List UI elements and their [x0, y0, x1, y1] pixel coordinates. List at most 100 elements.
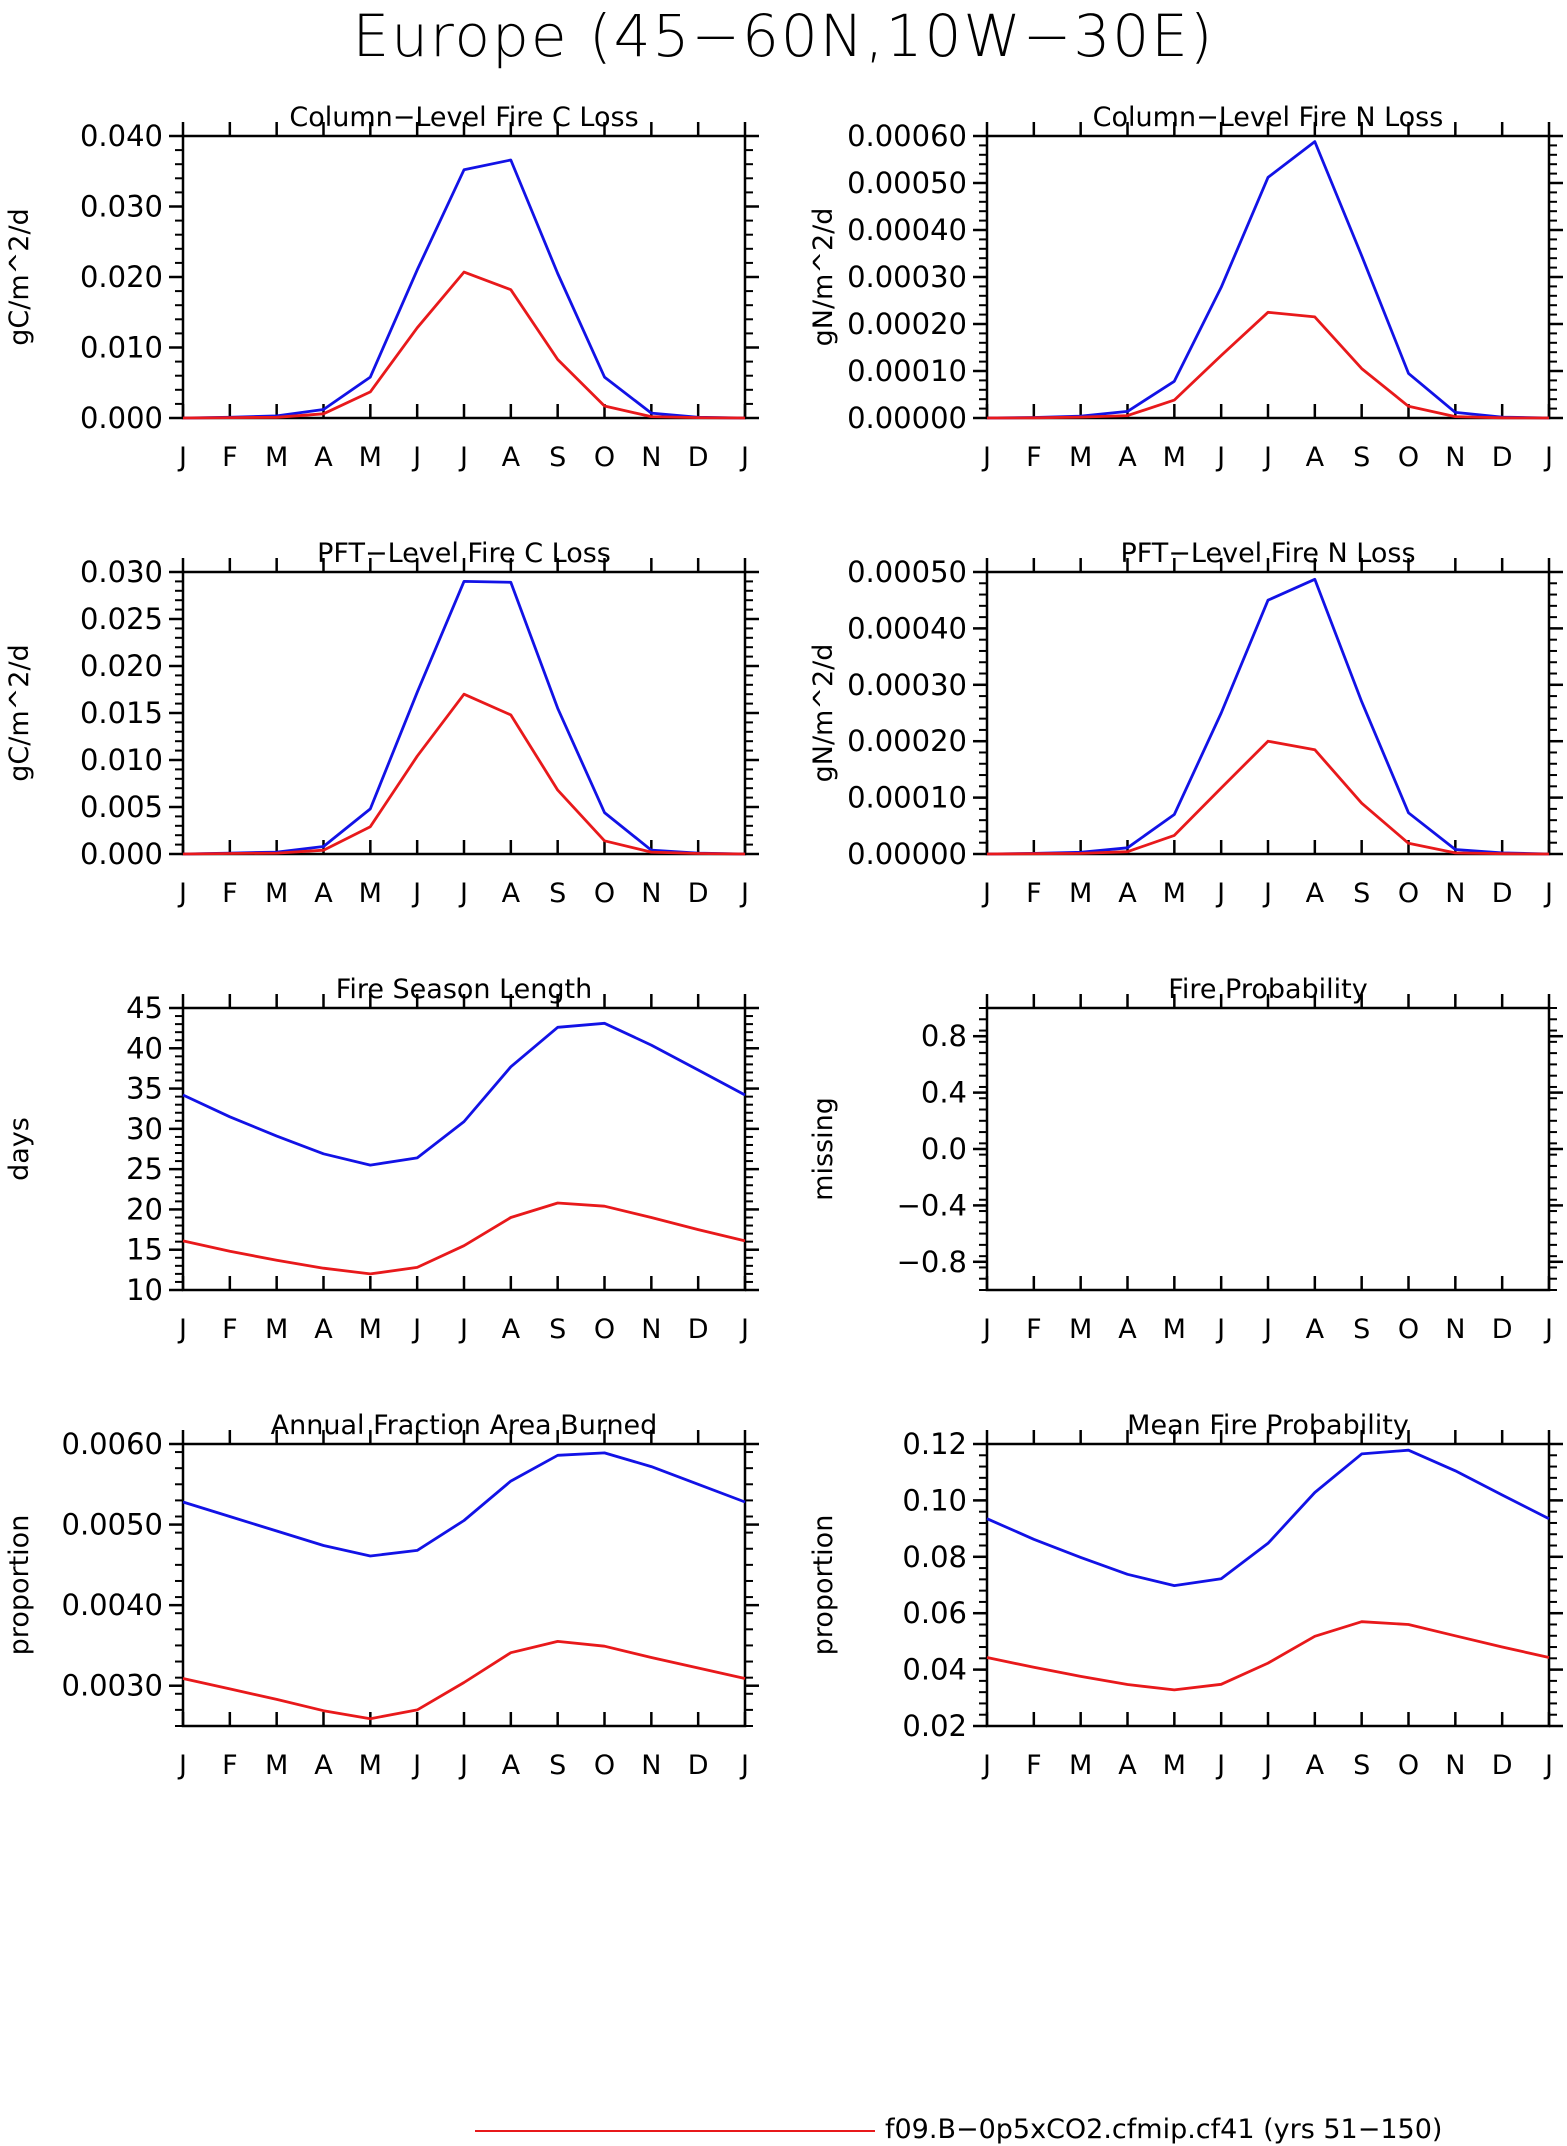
x-tick-label: J [739, 1314, 749, 1345]
x-tick-label: O [1398, 878, 1419, 909]
x-tick-label: A [1306, 442, 1325, 473]
x-tick-label: J [1262, 1750, 1272, 1781]
x-tick-label: N [641, 1314, 661, 1345]
x-tick-label: J [411, 1750, 421, 1781]
x-tick-label: D [1492, 442, 1513, 473]
x-tick-label: N [1445, 878, 1465, 909]
series-line [986, 140, 1550, 420]
y-tick-label: 0.00030 [847, 260, 967, 294]
y-tick-label: 0.020 [80, 260, 163, 294]
plot-frame [985, 570, 1551, 856]
x-tick-label: D [1492, 1314, 1513, 1345]
x-tick-label: F [1026, 878, 1042, 909]
series-line [182, 1640, 746, 1721]
y-tick-label: 0.0060 [62, 1427, 163, 1461]
x-tick-label: A [1306, 878, 1325, 909]
x-tick-label: J [1262, 1314, 1272, 1345]
y-tick-label: 0.02 [902, 1709, 967, 1743]
x-tick-label: M [265, 878, 288, 909]
x-tick-label: A [314, 442, 333, 473]
legend-line-swatch [475, 2130, 875, 2132]
x-tick-label: J [458, 878, 468, 909]
y-tick-label: 0.030 [80, 190, 163, 224]
plot-frame [181, 570, 747, 856]
x-tick-label: O [594, 442, 615, 473]
y-tick-label: 0.00010 [847, 354, 967, 388]
x-tick-label: M [1163, 1314, 1186, 1345]
x-tick-label: D [1492, 878, 1513, 909]
x-tick-label: F [222, 878, 238, 909]
x-tick-label: N [1445, 1750, 1465, 1781]
series-line [182, 270, 746, 420]
y-tick-label: 0.06 [902, 1596, 967, 1630]
y-tick-label: 30 [126, 1112, 163, 1146]
y-axis-label: gN/m^2/d [808, 208, 839, 347]
x-tick-label: D [688, 1314, 709, 1345]
x-tick-label: A [1118, 878, 1137, 909]
x-tick-label: A [1118, 1750, 1137, 1781]
x-tick-label: J [411, 878, 421, 909]
y-tick-label: 35 [126, 1072, 163, 1106]
y-tick-label: 0.00000 [847, 401, 967, 435]
x-tick-label: J [458, 1314, 468, 1345]
y-tick-label: 0.010 [80, 743, 163, 777]
y-tick-label: 0.030 [80, 555, 163, 589]
y-tick-label: 0.015 [80, 696, 163, 730]
x-tick-label: F [1026, 1314, 1042, 1345]
y-tick-label: 0.00050 [847, 555, 967, 589]
y-tick-label: 0.08 [902, 1540, 967, 1574]
x-tick-label: J [411, 1314, 421, 1345]
x-tick-label: J [1215, 442, 1225, 473]
x-tick-label: M [1069, 1750, 1092, 1781]
x-tick-label: J [981, 442, 991, 473]
y-tick-label: 0.4 [921, 1076, 967, 1110]
x-tick-label: A [1306, 1750, 1325, 1781]
x-tick-label: S [1353, 1750, 1370, 1781]
y-tick-label: 45 [126, 991, 163, 1025]
y-tick-label: 25 [126, 1152, 163, 1186]
y-axis-label: days [4, 1117, 35, 1181]
x-tick-label: J [1543, 442, 1553, 473]
x-tick-label: D [688, 442, 709, 473]
y-tick-label: −0.8 [897, 1245, 967, 1279]
series-line [182, 692, 746, 856]
x-tick-label: A [502, 1314, 521, 1345]
x-tick-label: M [359, 1314, 382, 1345]
x-tick-label: F [1026, 442, 1042, 473]
x-tick-label: D [688, 878, 709, 909]
y-tick-label: 0.0040 [62, 1588, 163, 1622]
y-tick-label: 40 [126, 1031, 163, 1065]
y-tick-label: 15 [126, 1233, 163, 1267]
x-tick-label: F [222, 1314, 238, 1345]
y-tick-label: −0.4 [897, 1188, 967, 1222]
x-tick-label: M [359, 878, 382, 909]
x-tick-label: F [1026, 1750, 1042, 1781]
series-line [182, 158, 746, 420]
x-tick-label: S [1353, 1314, 1370, 1345]
x-tick-label: M [1163, 1750, 1186, 1781]
x-tick-label: M [265, 1750, 288, 1781]
x-tick-label: J [981, 1750, 991, 1781]
x-tick-label: S [549, 1750, 566, 1781]
y-axis-label: gC/m^2/d [4, 208, 35, 345]
y-tick-label: 0.00010 [847, 781, 967, 815]
x-tick-label: J [177, 1750, 187, 1781]
x-tick-label: M [359, 1750, 382, 1781]
y-tick-label: 0.00030 [847, 668, 967, 702]
x-tick-label: A [502, 878, 521, 909]
y-axis-label: gN/m^2/d [808, 644, 839, 783]
x-tick-label: O [1398, 442, 1419, 473]
y-tick-label: 0.00040 [847, 611, 967, 645]
y-tick-label: 0.020 [80, 649, 163, 683]
x-tick-label: M [265, 1314, 288, 1345]
x-tick-label: J [1215, 1750, 1225, 1781]
y-tick-label: 0.00000 [847, 837, 967, 871]
y-tick-label: 0.010 [80, 331, 163, 365]
series-line [986, 577, 1550, 856]
x-tick-label: J [981, 878, 991, 909]
series-line [182, 1451, 746, 1558]
x-tick-label: O [594, 1314, 615, 1345]
